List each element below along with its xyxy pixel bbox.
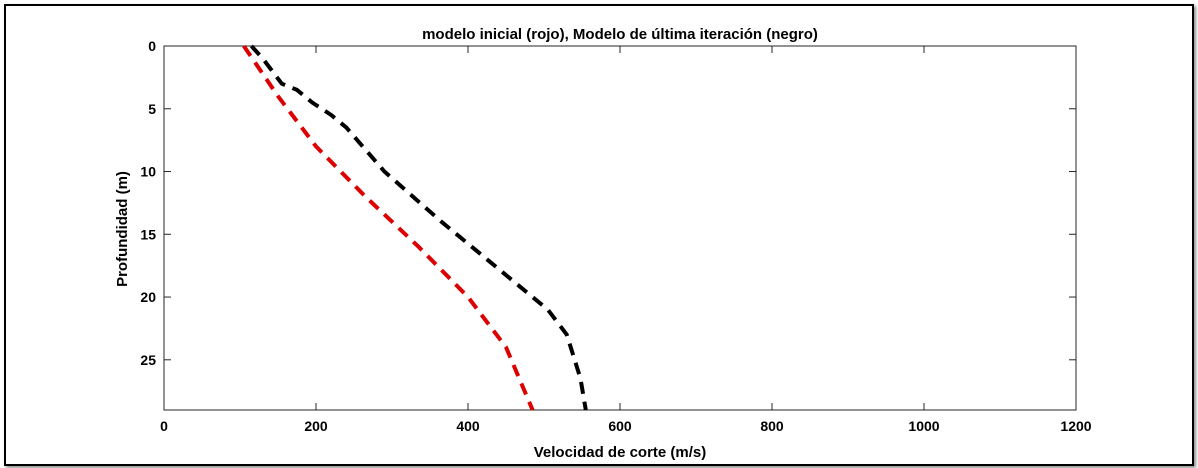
y-tick-label: 20 — [140, 289, 156, 305]
axis-ticks: 0 200 400 600 800 1000 1200 0 5 10 15 20 25 — [140, 38, 1091, 434]
y-tick-label: 5 — [148, 101, 156, 117]
x-tick-label: 0 — [160, 418, 168, 434]
x-tick-label: 400 — [456, 418, 480, 434]
y-tick-label: 10 — [140, 164, 156, 180]
x-tick-label: 1200 — [1060, 418, 1091, 434]
series-group — [242, 44, 588, 411]
series-line-last-iteration — [249, 44, 588, 411]
x-tick-label: 800 — [760, 418, 784, 434]
y-tick-label: 25 — [140, 352, 156, 368]
x-tick-label: 200 — [304, 418, 328, 434]
y-tick-label: 0 — [148, 38, 156, 54]
x-tick-label: 1000 — [908, 418, 939, 434]
x-tick-label: 600 — [608, 418, 632, 434]
y-tick-label: 15 — [140, 226, 156, 242]
y-axis-label: Profundidad (m) — [114, 171, 131, 287]
plot-area — [163, 45, 1077, 411]
series-line-initial-model — [242, 44, 535, 411]
x-axis-label: Velocidad de corte (m/s) — [534, 444, 707, 461]
chart-title: modelo inicial (rojo), Modelo de última … — [422, 26, 818, 43]
